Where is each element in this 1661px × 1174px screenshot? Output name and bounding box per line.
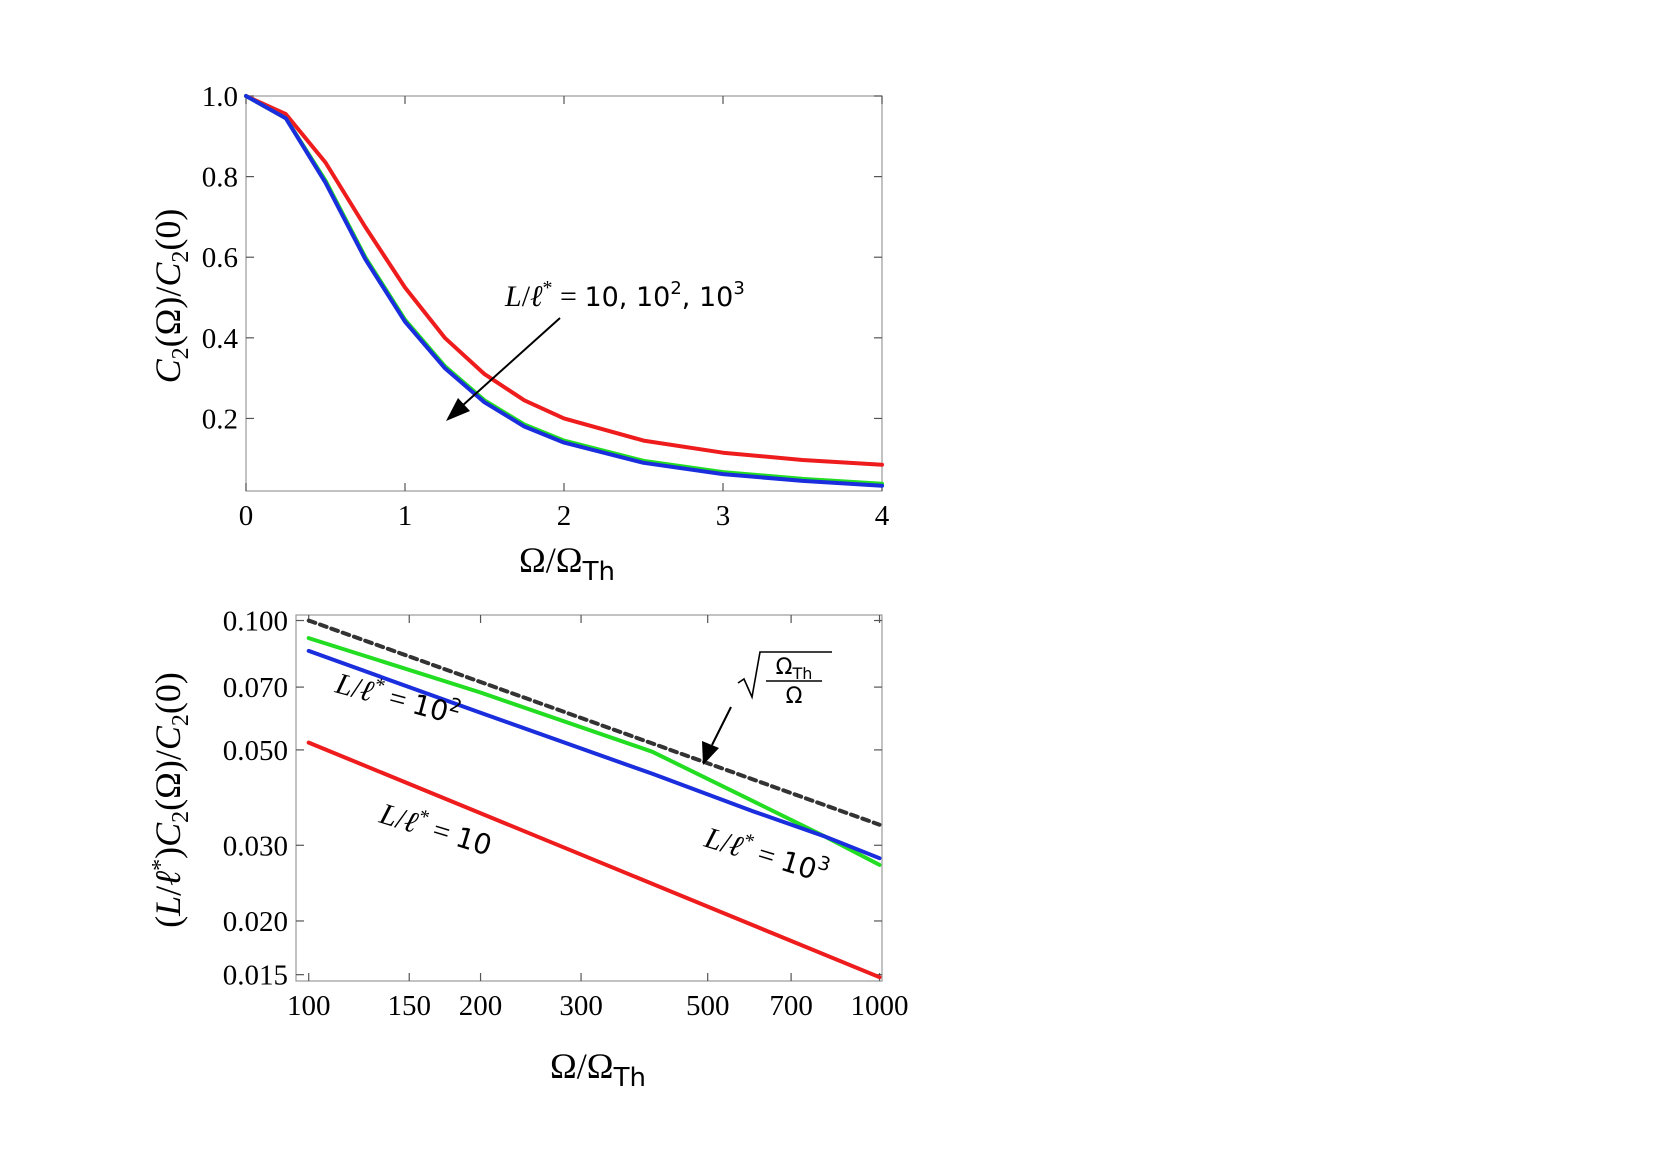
bottom-y-ticks: 0.015 0.020 0.030 0.050 0.070 0.100 — [223, 606, 882, 992]
x-tick-label: 700 — [769, 990, 813, 1022]
y-tick-label: 0.020 — [223, 906, 288, 938]
sqrt-annotation: ΩTh Ω — [737, 651, 832, 709]
top-annotation-arrowhead — [446, 398, 470, 421]
bottom-chart: 100 150 200 300 500 700 1000 0.0150.0200.0300.… — [148, 606, 909, 1093]
top-y-ticks: 0.2 0.4 0.6 0.8 1.0 — [202, 81, 882, 435]
y-tick-label: 1.0 — [202, 81, 238, 113]
y-tick-label: 0.4 — [202, 323, 239, 355]
x-tick-label: 1 — [398, 500, 413, 532]
svg-text:ΩTh: ΩTh — [776, 655, 813, 683]
y-tick-label: 0.070 — [223, 672, 288, 704]
series-line-3 — [244, 94, 884, 488]
x-tick-label: 4 — [875, 500, 890, 532]
bottom-y-axis-label: (L/ℓ*)C2(Ω)/C2(0) — [148, 672, 194, 928]
x-tick-label: 100 — [287, 990, 331, 1022]
series-line-1 — [244, 94, 884, 467]
series-line-2 — [306, 648, 882, 861]
label-l-over-l-10: L/ℓ* = 10 — [375, 794, 497, 862]
y-tick-label: 0.6 — [202, 242, 238, 274]
x-tick-label: 300 — [559, 990, 603, 1022]
bottom-series-lines — [306, 618, 882, 980]
bottom-x-ticks: 100 150 200 300 500 700 1000 — [287, 615, 909, 1022]
x-tick-label: 150 — [387, 990, 431, 1022]
x-tick-label: 200 — [459, 990, 503, 1022]
top-y-axis-label: C2(Ω)/C2(0) — [148, 209, 194, 384]
series-line-3 — [306, 740, 882, 980]
label-l-over-l-100: L/ℓ* = 102 — [331, 664, 464, 732]
x-tick-label: 3 — [716, 500, 731, 532]
y-tick-label: 0.015 — [223, 960, 288, 992]
y-tick-label: 0.100 — [223, 606, 288, 638]
x-tick-label: 0 — [239, 500, 254, 532]
y-tick-label: 0.050 — [223, 735, 288, 767]
bottom-plot-frame — [295, 614, 883, 982]
sqrt-annotation-arrowhead — [702, 741, 719, 765]
y-tick-label: 0.8 — [202, 162, 238, 194]
top-annotation-arrow — [461, 317, 561, 407]
top-x-ticks: 0 1 2 3 4 — [239, 96, 890, 532]
top-annotation-label: L/ℓ* = 10, 102, 103 — [504, 277, 745, 313]
top-series-lines — [244, 94, 884, 488]
sqrt-annotation-arrow — [711, 706, 732, 746]
top-x-axis-label: Ω/ΩTh — [519, 540, 615, 587]
bottom-x-axis-label: Ω/ΩTh — [550, 1046, 646, 1093]
series-line-4 — [306, 618, 882, 827]
x-tick-label: 500 — [686, 990, 730, 1022]
svg-text:Ω: Ω — [786, 684, 803, 709]
y-tick-label: 0.2 — [202, 403, 238, 435]
x-tick-label: 1000 — [851, 990, 909, 1022]
x-tick-label: 2 — [557, 500, 572, 532]
y-tick-label: 0.030 — [223, 830, 288, 862]
